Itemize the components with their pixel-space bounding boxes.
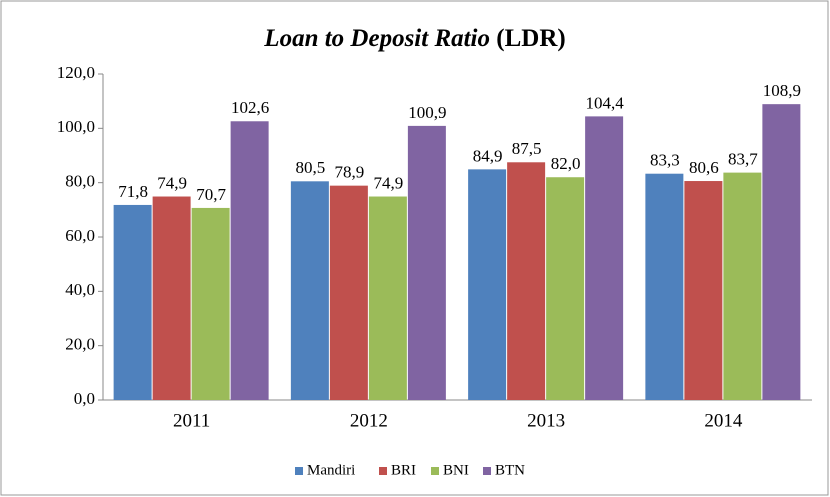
data-label: 104,4 [586, 93, 625, 112]
legend-swatch [295, 467, 303, 475]
y-tick-label: 100,0 [57, 117, 95, 136]
bar [645, 173, 684, 400]
data-label: 80,5 [296, 158, 326, 177]
data-label: 100,9 [408, 103, 446, 122]
legend-swatch [379, 467, 387, 475]
bar [468, 169, 507, 400]
x-tick-label: 2013 [527, 410, 565, 431]
bar [684, 181, 723, 400]
bar [191, 207, 230, 400]
y-tick-label: 0,0 [74, 389, 95, 408]
data-label: 74,9 [374, 173, 404, 192]
legend-label: BTN [495, 462, 525, 478]
data-label: 78,9 [335, 163, 365, 182]
data-label: 87,5 [512, 139, 542, 158]
y-tick-label: 40,0 [65, 280, 95, 299]
y-tick-label: 80,0 [65, 172, 95, 191]
y-tick-label: 120,0 [57, 63, 95, 82]
bar [762, 104, 801, 400]
chart-title: Loan to Deposit Ratio (LDR) [263, 25, 565, 52]
title-suffix: (LDR) [496, 25, 565, 52]
bar [585, 116, 624, 400]
data-label: 83,7 [728, 150, 758, 169]
x-tick-label: 2011 [173, 410, 210, 431]
bar [290, 181, 329, 400]
data-label: 83,3 [650, 151, 680, 170]
legend-swatch [431, 467, 439, 475]
bar [507, 162, 546, 400]
bar [329, 185, 368, 400]
y-tick-label: 20,0 [65, 335, 95, 354]
data-label: 80,6 [689, 158, 719, 177]
x-tick-label: 2014 [704, 410, 743, 431]
data-label: 82,0 [551, 154, 581, 173]
data-label: 108,9 [763, 81, 801, 100]
bar [113, 204, 152, 400]
x-tick-label: 2012 [350, 410, 388, 431]
bar [152, 196, 191, 400]
bar [230, 121, 269, 401]
bar [546, 177, 585, 400]
data-label: 70,7 [196, 185, 226, 204]
data-label: 102,6 [231, 98, 269, 117]
bar [368, 196, 407, 400]
bar [407, 125, 446, 400]
data-label: 71,8 [118, 182, 148, 201]
y-tick-label: 60,0 [65, 226, 95, 245]
legend-swatch [483, 467, 491, 475]
legend-label: BNI [443, 462, 469, 478]
title-main: Loan to Deposit Ratio [263, 25, 490, 52]
legend-label: BRI [391, 462, 416, 478]
legend-label: Mandiri [307, 462, 355, 478]
data-label: 84,9 [473, 146, 503, 165]
bar [723, 172, 762, 400]
data-label: 74,9 [157, 173, 187, 192]
